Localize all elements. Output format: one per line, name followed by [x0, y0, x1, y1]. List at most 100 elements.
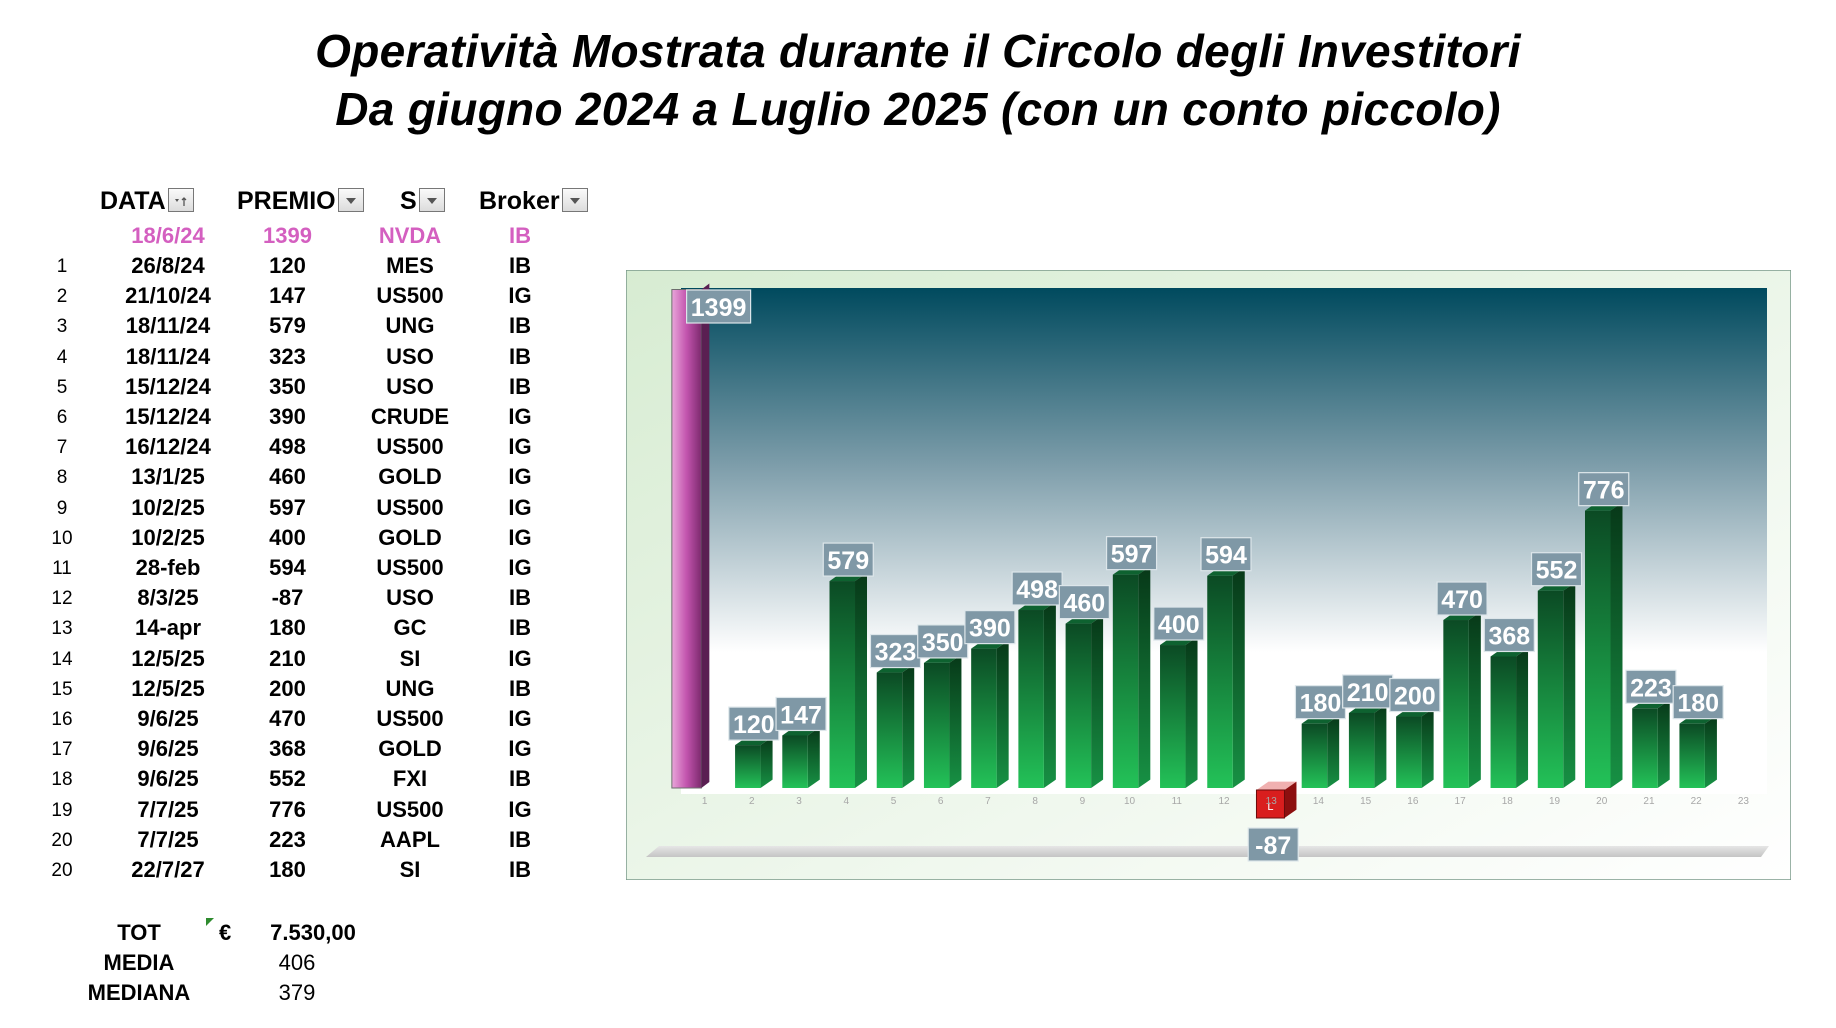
average-value: 406 — [278, 950, 316, 975]
cell-premium: 594 — [269, 555, 306, 580]
chart-title-line-2: Da giugno 2024 a Luglio 2025 (con un con… — [335, 83, 1501, 135]
filter-button-symbol[interactable] — [418, 188, 445, 212]
column-header-broker: Broker — [479, 187, 588, 216]
bar-side — [855, 572, 868, 788]
cell-date: 10/2/25 — [131, 524, 205, 550]
cell-symbol: NVDA — [378, 223, 442, 248]
x-tick-label: 9 — [1080, 796, 1086, 807]
median-value: 379 — [278, 980, 316, 1005]
x-tick-label: 8 — [1032, 796, 1038, 807]
dropdown-arrow-icon — [569, 198, 580, 204]
cell-broker: IG — [508, 404, 532, 429]
cell-symbol: MES — [386, 253, 434, 278]
data-label: 597 — [1111, 541, 1153, 569]
data-label-box — [775, 696, 827, 732]
cell-date: 9/6/25 — [137, 766, 199, 792]
bar-10 — [1112, 574, 1139, 788]
cell-broker: IB — [509, 615, 531, 641]
bar-side — [1516, 648, 1529, 788]
row-number: 4 — [56, 346, 68, 368]
cell-date: 9/6/25 — [137, 736, 199, 762]
cell-symbol: USO — [386, 585, 434, 611]
x-tick-label: 3 — [796, 796, 802, 807]
data-label-box — [1483, 617, 1535, 653]
cell-premium: 223 — [269, 826, 306, 852]
bar-side — [1421, 708, 1434, 788]
row-number: 10 — [51, 527, 73, 549]
data-label: 460 — [1063, 590, 1105, 618]
cell-flag-marker — [206, 918, 214, 926]
cell-date: 18/6/24 — [131, 223, 205, 248]
filter-button-premium[interactable] — [337, 188, 364, 212]
sort-filter-button-date[interactable] — [167, 188, 194, 212]
data-label: 1399 — [691, 294, 747, 322]
median-label: MEDIANA — [87, 980, 191, 1005]
cell-premium: -87 — [271, 585, 304, 611]
data-label: 200 — [1394, 683, 1436, 711]
bar-side — [1610, 502, 1623, 788]
cell-broker: IG — [508, 283, 532, 309]
bar-side — [1374, 704, 1387, 788]
bar-side — [1185, 636, 1198, 788]
row-number: 18 — [51, 769, 73, 791]
cell-symbol: AAPL — [380, 826, 440, 852]
cell-symbol: US500 — [376, 555, 444, 580]
bar-1 — [671, 289, 702, 789]
cell-symbol: SI — [399, 857, 421, 882]
bar-18 — [1490, 656, 1517, 788]
x-tick-label: 23 — [1738, 796, 1750, 807]
bar-13-negative — [1255, 789, 1285, 819]
premium-bar-chart: L 1 2 3 4 5 6 7 8 9 10 11 12 13 14 15 16 17 18 19 20 21 22 23 … — [626, 270, 1791, 880]
cell-premium: 552 — [269, 766, 306, 792]
x-tick-label: 2 — [749, 796, 755, 807]
bar-9 — [1065, 623, 1092, 788]
bar-15 — [1348, 712, 1375, 788]
bar-side — [1138, 566, 1151, 788]
cell-broker: IG — [508, 555, 532, 580]
row-number: 15 — [51, 678, 73, 700]
total-label: TOT — [117, 920, 161, 945]
data-label: 223 — [1630, 674, 1672, 702]
data-label-box — [822, 542, 874, 577]
bar-icon-text: L — [1267, 801, 1273, 813]
row-number: 20 — [51, 860, 73, 881]
data-label-box — [1342, 674, 1394, 709]
cell-symbol: GOLD — [378, 524, 442, 550]
cell-date: 7/7/25 — [137, 826, 199, 852]
cell-symbol: US500 — [376, 494, 444, 520]
filter-button-broker[interactable] — [561, 188, 588, 212]
x-tick-label: 11 — [1172, 796, 1183, 807]
x-tick-label: 20 — [1596, 796, 1608, 807]
cell-date: 26/8/24 — [131, 253, 205, 278]
cell-broker: IG — [508, 524, 532, 550]
data-label-box — [1200, 537, 1252, 572]
data-label: 180 — [1300, 690, 1342, 718]
cell-date: 9/6/25 — [137, 706, 199, 731]
bar-8 — [1018, 610, 1044, 788]
cell-premium: 200 — [269, 675, 306, 701]
cell-date: 14-apr — [134, 615, 202, 641]
cell-premium: 368 — [269, 736, 306, 762]
data-label-box — [1625, 669, 1677, 704]
data-label-box — [1247, 827, 1299, 862]
data-label: 120 — [733, 711, 775, 739]
row-number: 2 — [56, 286, 68, 308]
row-number: 14 — [51, 648, 73, 670]
data-label: 210 — [1347, 679, 1389, 707]
cell-symbol: USO — [386, 373, 434, 399]
x-tick-label: 10 — [1124, 796, 1136, 807]
bar-5 — [876, 672, 903, 788]
bar-side — [1284, 781, 1297, 818]
cell-symbol: SI — [399, 645, 421, 671]
row-number: 7 — [56, 437, 68, 459]
x-tick-label: 19 — [1549, 796, 1561, 807]
x-tick-label: 18 — [1502, 796, 1514, 807]
cell-symbol: USO — [386, 343, 434, 369]
data-label-box — [1153, 606, 1205, 641]
row-number: 17 — [51, 739, 73, 761]
row-number: 8 — [56, 467, 68, 489]
cell-premium: 597 — [269, 494, 306, 520]
data-label-box — [1058, 584, 1110, 620]
bar-side — [1327, 715, 1340, 788]
x-tick-label: 1 — [702, 796, 708, 807]
